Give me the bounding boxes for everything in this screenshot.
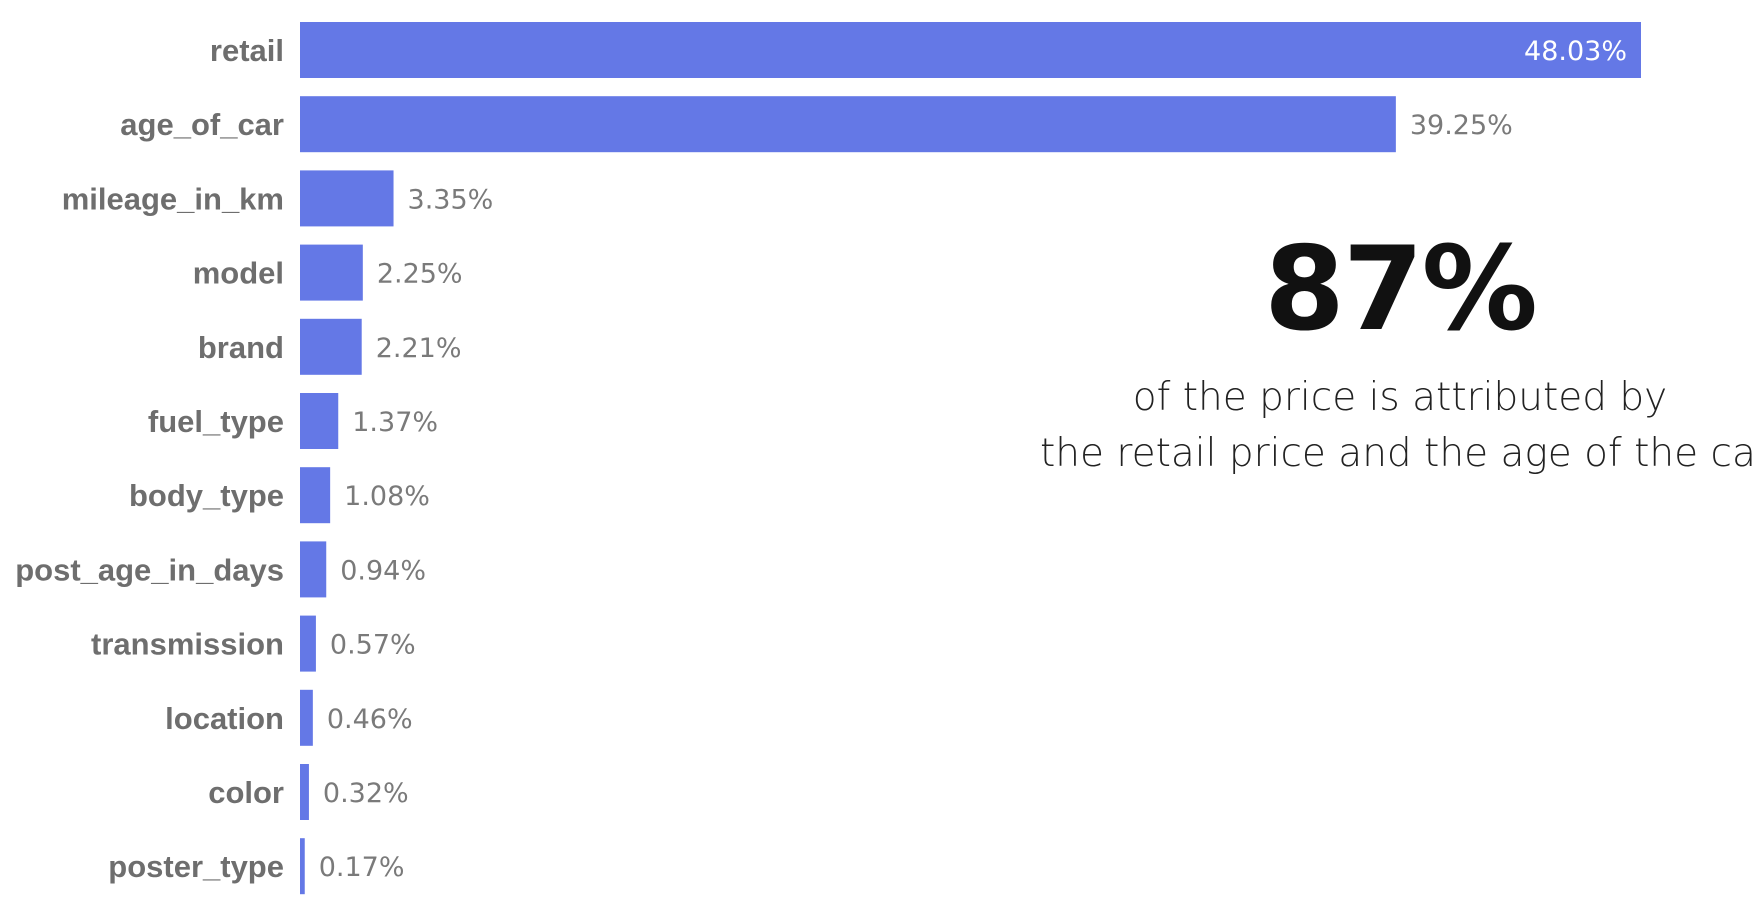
category-label-poster-type: poster_type [108,849,284,884]
category-label-transmission: transmission [91,627,284,662]
bar-age-of-car [300,96,1396,153]
bar-retail [300,22,1641,78]
bar-brand [300,318,362,375]
value-label-body-type: 1.08% [344,481,430,512]
value-label-brand: 2.21% [376,333,462,364]
category-label-post-age-in-days: post_age_in_days [15,552,284,587]
value-label-location: 0.46% [327,704,413,735]
callout-caption-line-1: of the price is attributed by [1132,375,1668,420]
callout-caption: of the price is attributed by the retail… [1040,370,1752,482]
category-label-body-type: body_type [129,478,284,513]
value-labels-group: 48.03% 39.25% 3.35% 2.25% 2.21% 1.37% 1.08% 0.9… [319,36,1627,883]
category-label-retail: retail [210,33,284,68]
value-label-color: 0.32% [323,778,409,809]
value-label-model: 2.25% [377,259,463,290]
value-label-fuel-type: 1.37% [352,407,438,438]
bar-fuel-type [300,393,339,449]
bars-group [300,22,1641,895]
bar-transmission [300,615,316,672]
value-label-age-of-car: 39.25% [1410,110,1513,141]
category-label-age-of-car: age_of_car [120,107,284,142]
bar-poster-type [300,838,305,895]
value-label-transmission: 0.57% [330,630,416,661]
bar-color [300,764,309,820]
bar-model [300,244,363,301]
callout-caption-line-2: the retail price and the age of the car [1040,431,1752,476]
bar-post-age-in-days [300,541,327,598]
bar-body-type [300,467,331,524]
category-label-fuel-type: fuel_type [148,404,284,439]
category-label-color: color [208,775,284,810]
value-label-poster-type: 0.17% [319,852,405,883]
bar-mileage-in-km [300,170,394,227]
category-label-location: location [165,701,284,736]
bar-location [300,689,313,746]
value-label-mileage-in-km: 3.35% [408,184,494,215]
category-label-brand: brand [198,330,284,365]
category-label-mileage-in-km: mileage_in_km [62,181,284,216]
value-label-retail: 48.03% [1524,36,1627,67]
category-label-model: model [193,256,284,291]
callout-big-number: 87% [1264,222,1538,357]
value-label-post-age-in-days: 0.94% [340,555,426,586]
